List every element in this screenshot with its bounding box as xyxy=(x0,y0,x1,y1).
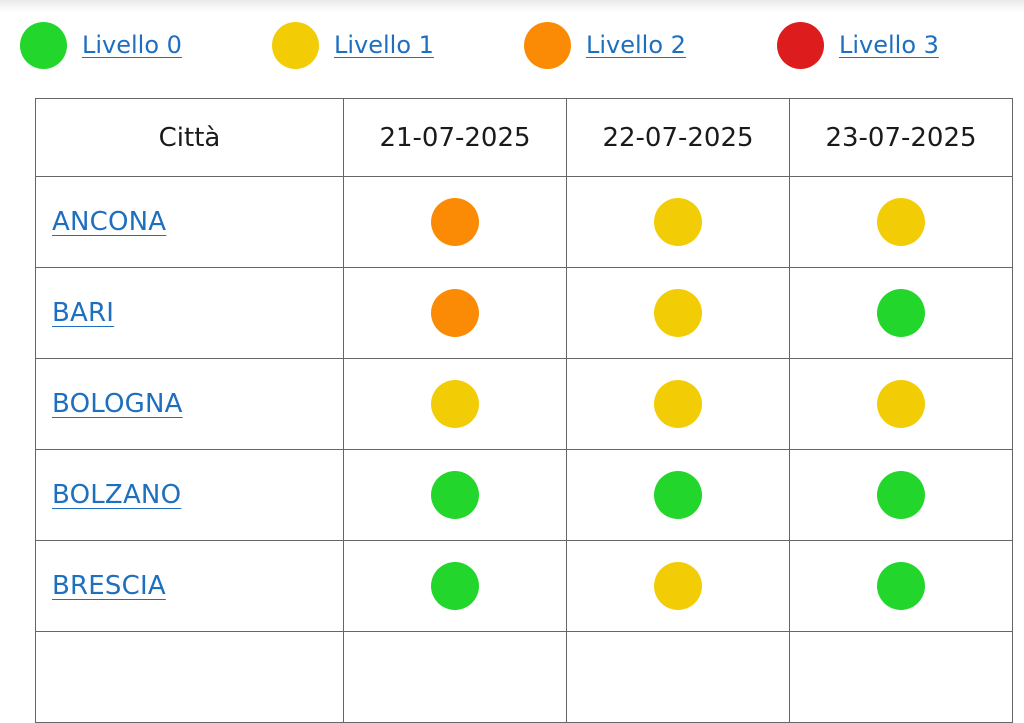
city-link[interactable]: BOLOGNA xyxy=(52,389,183,419)
level-cell xyxy=(789,267,1013,359)
level-0-dot-icon xyxy=(431,562,479,610)
table-row: BOLOGNA xyxy=(35,358,1013,450)
table-header-row: Città 21-07-2025 22-07-2025 23-07-2025 xyxy=(35,98,1013,177)
level-1-dot-icon xyxy=(654,198,702,246)
level-cell xyxy=(789,449,1013,541)
level-0-dot-icon xyxy=(654,471,702,519)
city-cell: BOLZANO xyxy=(35,449,344,541)
legend-item-level-0: Livello 0 xyxy=(20,21,182,69)
level-legend: Livello 0 Livello 1 Livello 2 Livello 3 xyxy=(20,21,1020,69)
level-1-dot-icon xyxy=(431,380,479,428)
level-cell xyxy=(566,449,790,541)
level-2-dot-icon xyxy=(431,289,479,337)
level-cell xyxy=(789,540,1013,632)
level-cell xyxy=(789,176,1013,268)
top-bar-shadow xyxy=(0,0,1024,12)
city-cell: ANCONA xyxy=(35,176,344,268)
legend-item-level-3: Livello 3 xyxy=(777,21,939,69)
level-cell xyxy=(789,631,1013,723)
level-1-dot-icon xyxy=(877,380,925,428)
level-2-dot-icon xyxy=(431,198,479,246)
header-city: Città xyxy=(35,98,344,177)
level-cell xyxy=(343,176,567,268)
level-cell xyxy=(343,631,567,723)
level-cell xyxy=(566,176,790,268)
level-cell xyxy=(789,358,1013,450)
level-cell xyxy=(343,540,567,632)
level-cell xyxy=(566,540,790,632)
legend-item-level-1: Livello 1 xyxy=(272,21,434,69)
level-0-dot-icon xyxy=(431,471,479,519)
level-cell xyxy=(343,449,567,541)
level-0-dot-icon xyxy=(877,289,925,337)
city-cell: BOLOGNA xyxy=(35,358,344,450)
legend-link-level-1[interactable]: Livello 1 xyxy=(334,31,434,59)
level-cell xyxy=(566,631,790,723)
level-1-dot-icon xyxy=(654,562,702,610)
header-date-2: 22-07-2025 xyxy=(566,98,790,177)
table-row xyxy=(35,631,1013,723)
level-cell xyxy=(566,267,790,359)
header-date-1: 21-07-2025 xyxy=(343,98,567,177)
level-0-dot-icon xyxy=(877,562,925,610)
level-1-dot-icon xyxy=(272,21,319,69)
level-3-dot-icon xyxy=(777,21,824,69)
legend-link-level-3[interactable]: Livello 3 xyxy=(839,31,939,59)
level-0-dot-icon xyxy=(20,21,67,69)
city-cell xyxy=(35,631,344,723)
table-row: BARI xyxy=(35,267,1013,359)
legend-link-level-2[interactable]: Livello 2 xyxy=(586,31,686,59)
header-date-3: 23-07-2025 xyxy=(789,98,1013,177)
table-row: BRESCIA xyxy=(35,540,1013,632)
city-link[interactable]: BARI xyxy=(52,298,115,328)
level-1-dot-icon xyxy=(654,289,702,337)
level-cell xyxy=(566,358,790,450)
legend-item-level-2: Livello 2 xyxy=(524,21,686,69)
table-row: ANCONA xyxy=(35,176,1013,268)
city-link[interactable]: BOLZANO xyxy=(52,480,182,510)
level-cell xyxy=(343,358,567,450)
heat-level-table: Città 21-07-2025 22-07-2025 23-07-2025 A… xyxy=(35,98,1013,723)
level-cell xyxy=(343,267,567,359)
city-cell: BARI xyxy=(35,267,344,359)
level-1-dot-icon xyxy=(654,380,702,428)
city-link[interactable]: ANCONA xyxy=(52,207,167,237)
level-2-dot-icon xyxy=(524,21,571,69)
level-1-dot-icon xyxy=(877,198,925,246)
legend-link-level-0[interactable]: Livello 0 xyxy=(82,31,182,59)
city-cell: BRESCIA xyxy=(35,540,344,632)
level-0-dot-icon xyxy=(877,471,925,519)
table-row: BOLZANO xyxy=(35,449,1013,541)
city-link[interactable]: BRESCIA xyxy=(52,571,166,601)
